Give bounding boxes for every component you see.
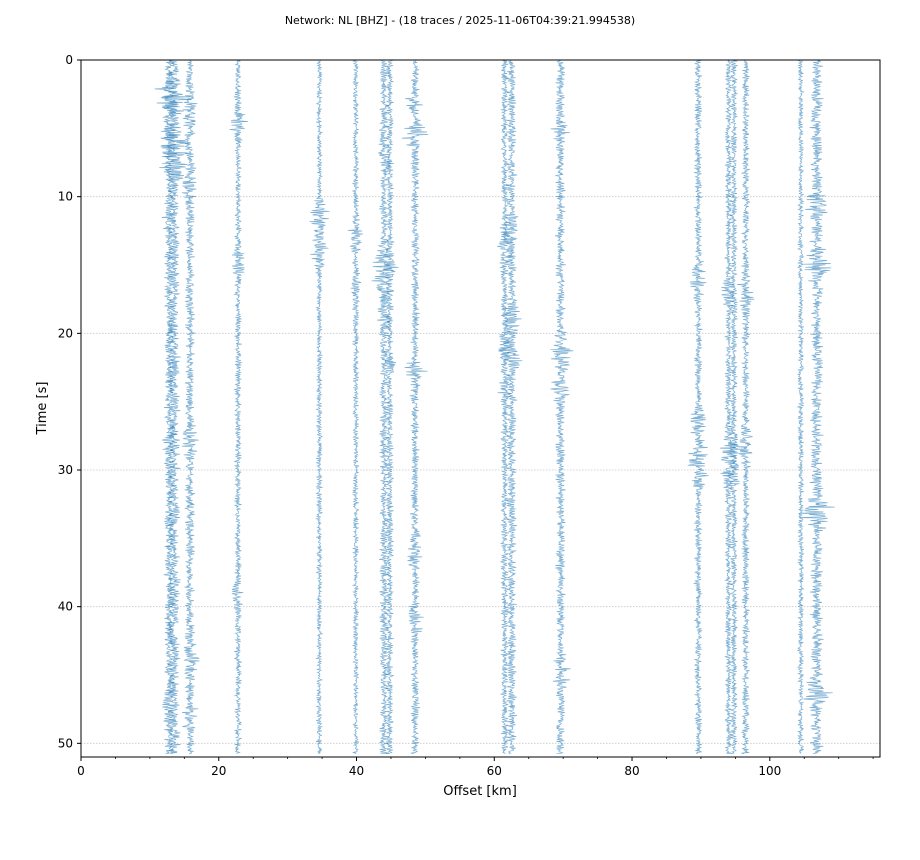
y-tick-label: 20 [58,326,73,340]
seismic-trace [687,59,709,755]
x-tick-label: 60 [487,764,502,778]
seismic-trace [154,59,192,755]
plot-frame [80,59,881,758]
seismic-trace [401,59,429,755]
x-tick-label: 100 [758,764,781,778]
seismic-trace [798,59,835,755]
y-tick-label: 0 [65,53,73,67]
y-tick-label: 50 [58,736,73,750]
seismic-trace [382,59,399,755]
seismic-trace [229,59,248,754]
x-tick-label: 40 [349,764,364,778]
y-tick-label: 10 [58,190,73,204]
x-axis-label: Offset [km] [443,784,517,799]
seismic-trace [309,59,330,755]
x-axis-ticks: 0 20 40 60 80 100 [77,757,874,778]
y-axis-ticks: 0 10 20 30 40 50 [58,53,81,750]
chart-title: Network: NL [BHZ] - (18 traces / 2025-11… [285,14,635,27]
seismic-trace [371,59,395,755]
seismic-trace [496,59,514,754]
seismic-trace [796,59,805,754]
seismic-trace [181,59,200,755]
y-tick-label: 40 [58,600,73,614]
x-tick-label: 80 [624,764,639,778]
seismic-trace [735,59,755,755]
seismic-trace [347,59,363,755]
x-tick-label: 20 [211,764,226,778]
seismic-traces [154,59,835,755]
seismic-trace [726,59,740,755]
seismic-trace [550,59,574,755]
y-axis-label: Time [s] [35,382,50,436]
seismic-trace [719,60,738,755]
y-tick-label: 30 [58,463,73,477]
x-tick-label: 0 [77,764,85,778]
seismic-trace [499,59,523,755]
